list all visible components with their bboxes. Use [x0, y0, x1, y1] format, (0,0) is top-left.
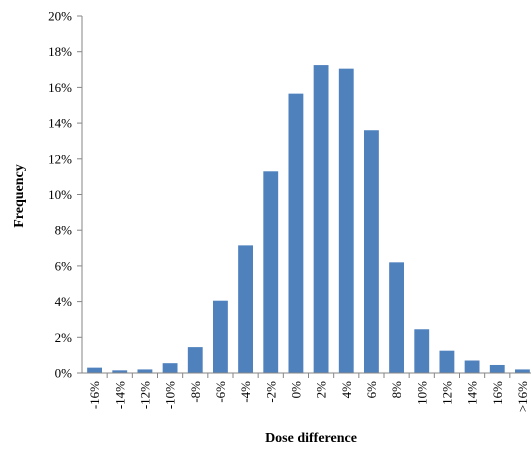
x-tick-label: -4% — [238, 381, 253, 403]
x-tick-label: -10% — [163, 381, 178, 409]
y-axis-title: Frequency — [12, 164, 27, 228]
x-tick-label: >16% — [515, 381, 530, 412]
bar — [187, 347, 203, 373]
bars-group — [87, 65, 530, 374]
bar — [389, 262, 405, 373]
x-tick-label: 12% — [439, 381, 454, 405]
bar — [112, 370, 128, 373]
x-tick-label: 16% — [490, 381, 505, 405]
x-tick-label: 10% — [414, 381, 429, 405]
x-tick-label: 0% — [288, 381, 303, 399]
bar — [464, 360, 480, 373]
x-tick-label: 6% — [364, 381, 379, 399]
bar — [87, 367, 103, 373]
x-tick-label: 2% — [314, 381, 329, 399]
x-tick-label: -6% — [213, 381, 228, 403]
bar — [288, 93, 304, 374]
y-tick-label: 10% — [48, 187, 72, 202]
bar — [514, 369, 530, 373]
x-tick-label: 14% — [465, 381, 480, 405]
y-tick-label: 8% — [55, 223, 73, 238]
y-tick-label: 2% — [55, 330, 73, 345]
y-tick-label: 4% — [55, 294, 73, 309]
bar — [238, 245, 254, 373]
y-tick-label: 6% — [55, 258, 73, 273]
x-axis-title: Dose difference — [265, 431, 357, 446]
y-tick-label: 20% — [48, 9, 72, 24]
bar — [263, 171, 279, 373]
x-tick-label: 4% — [339, 381, 354, 399]
x-tick-label: 8% — [389, 381, 404, 399]
x-tick-label: -14% — [112, 381, 127, 409]
y-tick-label: 14% — [48, 116, 72, 131]
x-tick-label: -2% — [263, 381, 278, 403]
x-tick-label: -12% — [137, 381, 152, 409]
bar — [137, 369, 153, 373]
bar — [489, 364, 505, 373]
x-tick-label: -16% — [87, 381, 102, 409]
y-tick-label: 12% — [48, 151, 72, 166]
y-axis-ticks: 0% 2% 4% 6% 8% 10% 12% 14% 16% 18% 20% — [48, 9, 82, 381]
y-tick-label: 16% — [48, 80, 72, 95]
bar — [162, 363, 178, 373]
bar — [363, 130, 379, 373]
bar — [313, 65, 329, 374]
x-tick-label: -8% — [188, 381, 203, 403]
bar — [212, 300, 228, 373]
bar — [338, 68, 354, 373]
bar — [439, 350, 455, 373]
bar — [414, 329, 430, 373]
y-tick-label: 0% — [55, 366, 73, 381]
y-tick-label: 18% — [48, 44, 72, 59]
x-axis-ticks: -16% -14% -12% -10% -8% -6% -4% -2% 0% 2% 4% 6% 8% 10… — [87, 373, 530, 412]
